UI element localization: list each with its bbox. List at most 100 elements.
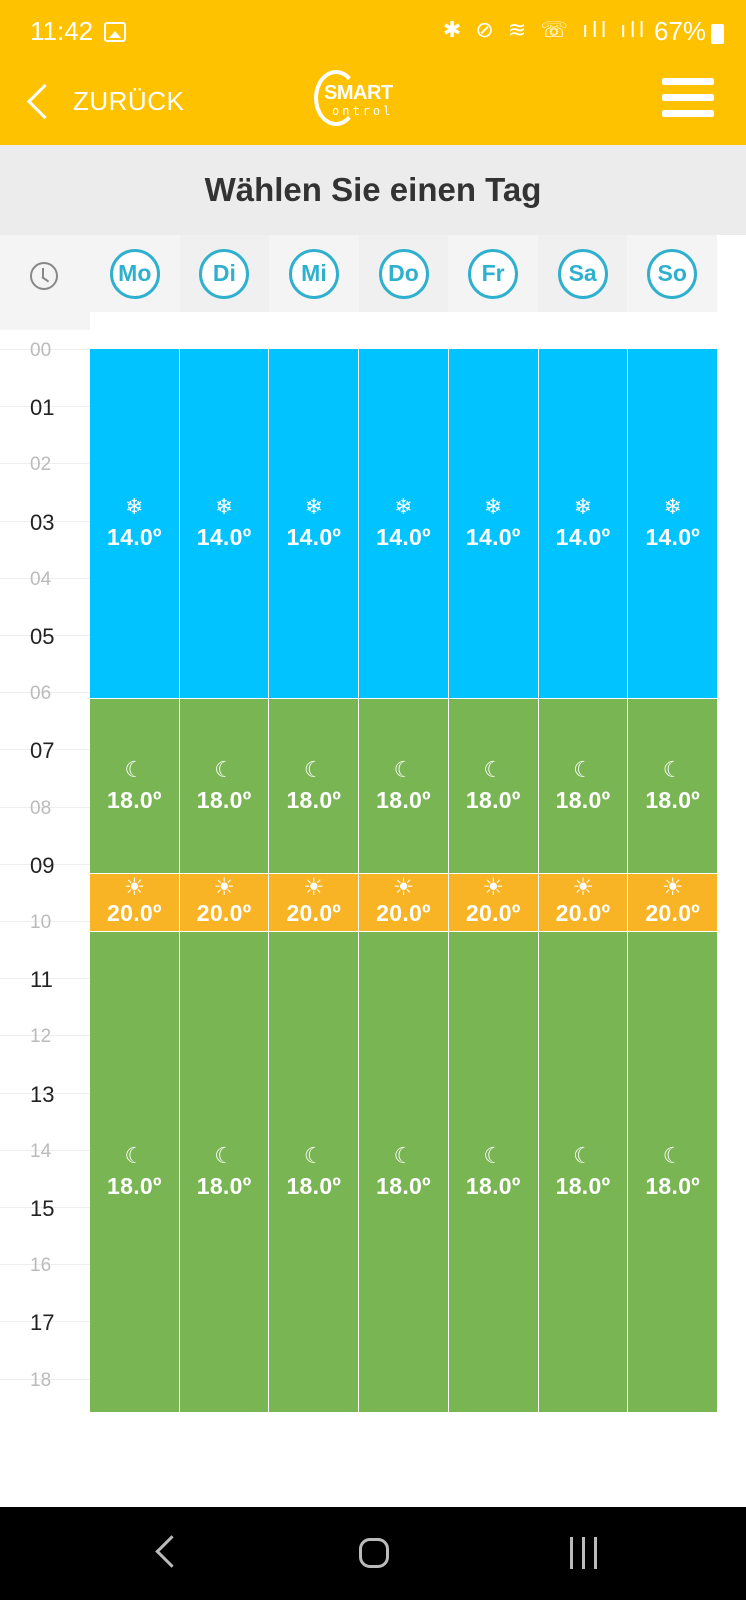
schedule-block-night[interactable]: ☾ 18.0º <box>269 932 359 1413</box>
moon-icon: ☾ <box>214 756 234 782</box>
day-button-mi[interactable]: Mi <box>288 248 339 299</box>
schedule-block-night[interactable]: ☾ 18.0º <box>179 699 269 874</box>
day-button-do[interactable]: Do <box>378 248 429 299</box>
hour-text: 08 <box>30 797 52 819</box>
temperature-label: 14.0º <box>376 524 431 550</box>
moon-icon: ☾ <box>483 1142 504 1168</box>
day-column-sa: ❄ 14.0º ☾ 18.0º ☀ 20.0º ☾ 18.0º <box>538 349 629 1413</box>
snowflake-icon: ❄ <box>304 494 324 519</box>
hour-label: 09 <box>0 853 90 922</box>
schedule-block-night[interactable]: ☾ 18.0º <box>179 932 269 1413</box>
schedule-block-comfort[interactable]: ☀ 20.0º <box>90 874 179 932</box>
temperature-label: 18.0º <box>286 1172 342 1199</box>
sun-icon: ☀ <box>572 874 594 901</box>
hour-text: 02 <box>30 454 52 476</box>
schedule-block-frost[interactable]: ❄ 14.0º <box>179 349 269 699</box>
schedule-block-night[interactable]: ☾ 18.0º <box>90 699 179 874</box>
schedule-block-frost[interactable]: ❄ 14.0º <box>628 349 718 699</box>
day-button-di[interactable]: Di <box>199 248 250 299</box>
temperature-label: 18.0º <box>286 786 342 813</box>
hamburger-menu-icon[interactable] <box>662 76 714 120</box>
moon-icon: ☾ <box>124 756 145 782</box>
hour-text: 18 <box>30 1369 52 1391</box>
hour-text: 13 <box>30 1081 55 1107</box>
schedule-block-frost[interactable]: ❄ 14.0º <box>269 349 359 699</box>
nav-recents-icon[interactable] <box>570 1537 600 1569</box>
sun-icon: ☀ <box>123 874 146 901</box>
hour-label: 00 <box>0 340 90 407</box>
schedule-block-comfort[interactable]: ☀ 20.0º <box>359 874 448 932</box>
back-button[interactable]: ZURÜCK <box>22 78 184 124</box>
day-column-mi: ❄ 14.0º ☾ 18.0º ☀ 20.0º ☾ 18.0º <box>269 349 360 1413</box>
hour-label: 05 <box>0 624 90 693</box>
gallery-icon <box>104 22 126 42</box>
schedule-block-comfort[interactable]: ☀ 20.0º <box>269 874 359 932</box>
schedule-block-comfort[interactable]: ☀ 20.0º <box>448 874 538 932</box>
temperature-label: 20.0º <box>286 900 342 926</box>
day-button-sa[interactable]: Sa <box>557 248 608 299</box>
status-time: 11:42 <box>30 16 94 46</box>
day-column-fr: ❄ 14.0º ☾ 18.0º ☀ 20.0º ☾ 18.0º <box>448 349 539 1413</box>
snowflake-icon: ❄ <box>573 494 593 519</box>
nav-back-icon[interactable] <box>155 1535 188 1568</box>
nav-home-icon[interactable] <box>359 1538 389 1568</box>
hour-text: 09 <box>30 852 55 878</box>
temperature-label: 18.0º <box>196 1172 252 1199</box>
day-header-cell: Di <box>179 235 270 312</box>
hour-text: 00 <box>30 340 52 361</box>
hour-label: 03 <box>0 510 90 579</box>
temperature-label: 14.0º <box>107 524 162 550</box>
moon-icon: ☾ <box>662 1142 683 1168</box>
temperature-label: 18.0º <box>107 1172 162 1199</box>
temperature-label: 18.0º <box>376 1172 431 1199</box>
sun-icon: ☀ <box>482 874 504 901</box>
snowflake-icon: ❄ <box>125 494 144 519</box>
schedule-block-night[interactable]: ☾ 18.0º <box>628 932 718 1413</box>
schedule-block-night[interactable]: ☾ 18.0º <box>359 932 448 1413</box>
clock-header-cell <box>0 235 90 330</box>
schedule-block-comfort[interactable]: ☀ 20.0º <box>628 874 718 932</box>
temperature-label: 20.0º <box>555 900 611 926</box>
hour-label: 01 <box>0 395 90 464</box>
schedule-block-night[interactable]: ☾ 18.0º <box>448 932 538 1413</box>
day-button-mo[interactable]: Mo <box>109 248 160 299</box>
temperature-label: 18.0º <box>645 786 700 813</box>
sun-icon: ☀ <box>303 874 325 901</box>
day-header-cell: So <box>627 235 718 312</box>
schedule-block-night[interactable]: ☾ 18.0º <box>538 699 628 874</box>
sun-icon: ☀ <box>213 874 235 901</box>
temperature-label: 18.0º <box>465 1172 521 1199</box>
smart-control-logo: SMART ontrol <box>314 70 394 130</box>
moon-icon: ☾ <box>573 1142 593 1168</box>
schedule-block-night[interactable]: ☾ 18.0º <box>448 699 538 874</box>
temperature-label: 18.0º <box>645 1172 700 1199</box>
day-button-fr[interactable]: Fr <box>468 248 519 299</box>
schedule-block-frost[interactable]: ❄ 14.0º <box>538 349 628 699</box>
hour-label: 02 <box>0 454 90 521</box>
schedule-block-night[interactable]: ☾ 18.0º <box>628 699 718 874</box>
temperature-label: 18.0º <box>555 1172 611 1199</box>
schedule-block-frost[interactable]: ❄ 14.0º <box>448 349 538 699</box>
schedule-block-night[interactable]: ☾ 18.0º <box>359 699 448 874</box>
schedule-block-night[interactable]: ☾ 18.0º <box>90 932 179 1413</box>
hour-label: 16 <box>0 1255 90 1322</box>
temperature-label: 14.0º <box>465 524 521 550</box>
hour-label: 17 <box>0 1310 90 1379</box>
schedule-block-comfort[interactable]: ☀ 20.0º <box>538 874 628 932</box>
hour-text: 06 <box>30 683 52 705</box>
schedule-block-frost[interactable]: ❄ 14.0º <box>90 349 179 699</box>
hour-text: 01 <box>30 395 55 421</box>
day-button-so[interactable]: So <box>647 248 698 299</box>
schedule-block-night[interactable]: ☾ 18.0º <box>269 699 359 874</box>
schedule-block-night[interactable]: ☾ 18.0º <box>538 932 628 1413</box>
page-title: Wählen Sie einen Tag <box>204 171 542 208</box>
hour-text: 05 <box>30 624 55 649</box>
moon-icon: ☾ <box>483 756 504 782</box>
schedule-block-frost[interactable]: ❄ 14.0º <box>359 349 448 699</box>
clock-icon <box>30 262 58 290</box>
hour-text: 11 <box>30 967 53 993</box>
weekly-schedule-grid: ❄ 14.0º ☾ 18.0º ☀ 20.0º ☾ 18.0º ❄ 14.0º ☾ 18.0º ☀ 20.… <box>90 349 718 1413</box>
schedule-block-comfort[interactable]: ☀ 20.0º <box>179 874 269 932</box>
snowflake-icon: ❄ <box>214 494 234 519</box>
hour-axis: 00 01 02 03 04 05 06 07 08 09 10 11 12 13 14 15 16 17 18 <box>0 340 90 1413</box>
